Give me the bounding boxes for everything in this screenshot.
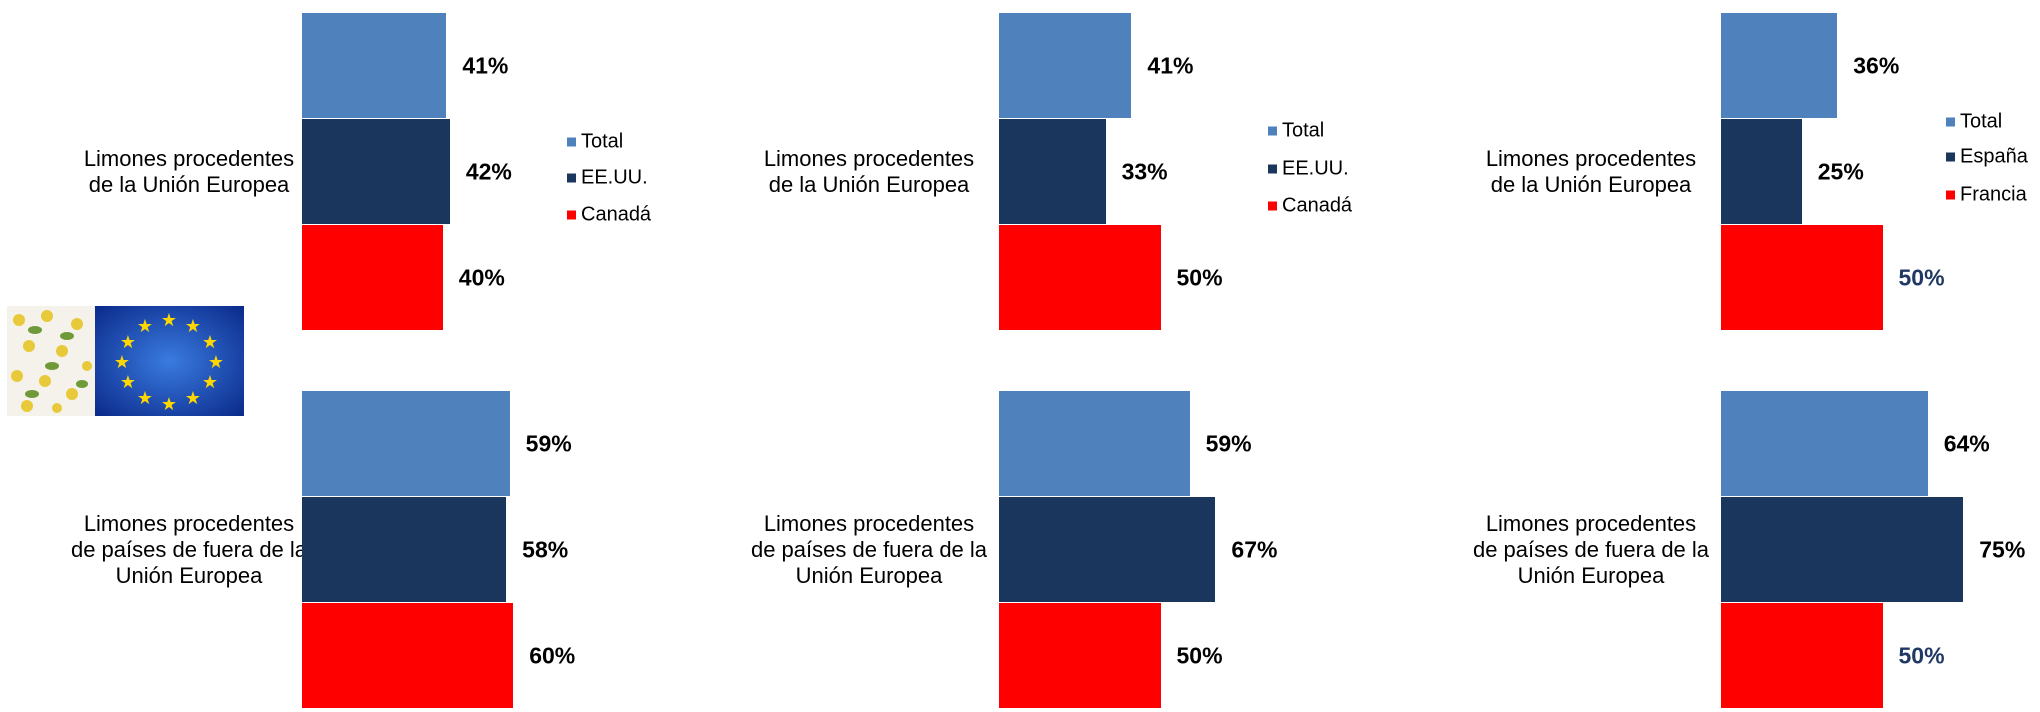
svg-text:★: ★ <box>114 352 130 372</box>
data-label: 42% <box>465 158 512 185</box>
bar <box>1721 391 1928 496</box>
legend-label: Total <box>1960 110 2003 133</box>
svg-text:★: ★ <box>120 332 136 352</box>
bar <box>1721 603 1883 708</box>
data-label: 41% <box>1147 52 1194 79</box>
data-label: 50% <box>1898 264 1945 291</box>
legend-item: España <box>1946 146 2028 169</box>
bar <box>999 603 1161 708</box>
legend-item: Total <box>1946 111 2002 134</box>
legend-swatch <box>567 137 576 147</box>
category-label: Limones procedentes de países de fuera d… <box>70 511 308 588</box>
svg-text:★: ★ <box>202 372 218 392</box>
bar <box>999 119 1106 224</box>
legend-swatch <box>1268 201 1277 211</box>
bar <box>1721 225 1883 330</box>
legend-swatch <box>1268 126 1277 136</box>
svg-text:★: ★ <box>120 372 136 392</box>
legend-item: Canadá <box>567 204 651 227</box>
data-label: 64% <box>1943 430 1990 457</box>
category-label: Limones procedentes de la Unión Europea <box>763 146 975 197</box>
svg-text:★: ★ <box>137 388 153 408</box>
legend-label: Total <box>1282 119 1325 142</box>
legend-item: Canadá <box>1268 195 1352 218</box>
data-label: 41% <box>462 52 509 79</box>
legend-label: Canadá <box>581 203 652 226</box>
legend-item: Total <box>1268 120 1324 143</box>
bar <box>1721 119 1802 224</box>
svg-text:★: ★ <box>161 394 177 414</box>
legend-label: EE.UU. <box>1282 157 1349 180</box>
legend-item: Total <box>567 131 623 154</box>
data-label: 59% <box>1205 430 1252 457</box>
data-label: 40% <box>458 264 505 291</box>
bar <box>302 119 450 224</box>
data-label: 33% <box>1121 158 1168 185</box>
bar <box>999 225 1161 330</box>
data-label: 59% <box>525 430 572 457</box>
bar <box>302 497 507 602</box>
legend-label: España <box>1960 145 2028 168</box>
legend-label: Canadá <box>1282 194 1353 217</box>
legend-swatch <box>567 210 576 220</box>
bar <box>302 13 447 118</box>
legend-item: EE.UU. <box>1268 158 1349 181</box>
legend-swatch <box>1946 117 1955 127</box>
legend-label: EE.UU. <box>581 166 648 189</box>
bar <box>999 391 1190 496</box>
svg-text:★: ★ <box>202 332 218 352</box>
bar <box>1721 13 1838 118</box>
data-label: 50% <box>1176 264 1223 291</box>
svg-text:★: ★ <box>161 310 177 330</box>
svg-text:★: ★ <box>185 316 201 336</box>
legend-item: EE.UU. <box>567 167 648 190</box>
category-label: Limones procedentes de países de fuera d… <box>1472 511 1710 588</box>
data-label: 50% <box>1176 642 1223 669</box>
svg-text:★: ★ <box>208 352 224 372</box>
legend-swatch <box>1946 190 1955 200</box>
svg-text:★: ★ <box>137 316 153 336</box>
legend-swatch <box>1946 152 1955 162</box>
data-label: 50% <box>1898 642 1945 669</box>
bar <box>302 225 443 330</box>
legend-swatch <box>1268 164 1277 174</box>
legend-label: Total <box>581 130 624 153</box>
bar <box>302 391 510 496</box>
bar <box>302 603 514 708</box>
data-label: 75% <box>1979 536 2026 563</box>
bar <box>999 13 1132 118</box>
data-label: 58% <box>522 536 569 563</box>
legend-swatch <box>567 173 576 183</box>
bar <box>1721 497 1964 602</box>
category-label: Limones procedentes de países de fuera d… <box>750 511 988 588</box>
bar <box>999 497 1216 602</box>
svg-text:★: ★ <box>185 388 201 408</box>
category-label: Limones procedentes de la Unión Europea <box>1485 146 1697 197</box>
data-label: 25% <box>1817 158 1864 185</box>
legend-item: Francia <box>1946 184 2027 207</box>
data-label: 36% <box>1853 52 1900 79</box>
legend-label: Francia <box>1960 183 2027 206</box>
data-label: 67% <box>1231 536 1278 563</box>
decorative-image: ★ ★★ ★★★ ★★★ ★★★ <box>7 306 244 416</box>
category-label: Limones procedentes de la Unión Europea <box>83 146 295 197</box>
data-label: 60% <box>529 642 576 669</box>
